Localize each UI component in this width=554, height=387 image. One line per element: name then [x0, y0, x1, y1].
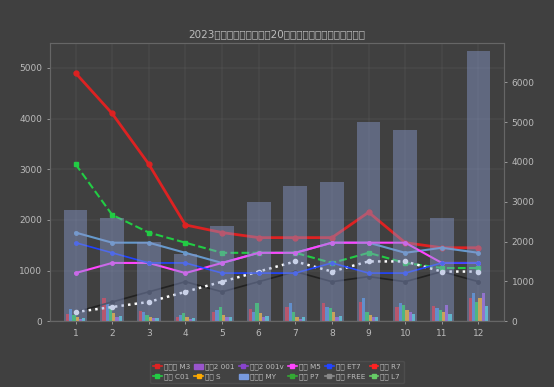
Bar [210, 226, 234, 321]
Bar [285, 307, 289, 321]
Bar [320, 182, 344, 321]
Bar [139, 311, 142, 321]
Bar [179, 315, 182, 321]
Bar [262, 317, 265, 321]
Bar [357, 122, 381, 321]
Bar [475, 302, 479, 321]
Bar [442, 312, 445, 321]
Bar [225, 317, 229, 321]
Bar [82, 318, 85, 321]
Bar [479, 298, 482, 321]
Bar [358, 302, 362, 321]
Bar [222, 315, 225, 321]
Bar [192, 318, 196, 321]
Bar [405, 310, 408, 321]
Bar [393, 130, 417, 321]
Bar [365, 312, 368, 321]
Bar [338, 316, 342, 321]
Bar [189, 319, 192, 321]
Bar [325, 307, 329, 321]
Bar [372, 317, 375, 321]
Bar [485, 306, 489, 321]
Bar [109, 307, 112, 321]
Bar [146, 315, 149, 321]
Bar [469, 298, 472, 321]
Bar [302, 317, 305, 321]
Bar [439, 310, 442, 321]
Bar [430, 218, 454, 321]
Bar [284, 186, 307, 321]
Bar [472, 293, 475, 321]
Bar [259, 313, 262, 321]
Bar [115, 317, 119, 321]
Bar [435, 308, 439, 321]
Bar [362, 298, 365, 321]
Bar [137, 241, 161, 321]
Bar [212, 312, 216, 321]
Bar [448, 313, 452, 321]
Bar [252, 312, 255, 321]
Bar [216, 310, 219, 321]
Bar [75, 317, 79, 321]
Bar [299, 319, 302, 321]
Bar [112, 313, 115, 321]
Bar [292, 312, 295, 321]
Bar [65, 313, 69, 321]
Bar [142, 312, 146, 321]
Bar [368, 315, 372, 321]
Bar [119, 316, 122, 321]
Bar [289, 303, 292, 321]
Bar [106, 303, 109, 321]
Bar [100, 218, 124, 321]
Bar [173, 253, 197, 321]
Bar [396, 307, 399, 321]
Bar [295, 317, 299, 321]
Bar [322, 303, 325, 321]
Bar [149, 317, 152, 321]
Bar [482, 293, 485, 321]
Bar [79, 319, 82, 321]
Bar [155, 318, 158, 321]
Bar [402, 305, 405, 321]
Bar [249, 308, 252, 321]
Bar [335, 317, 338, 321]
Bar [466, 51, 490, 321]
Bar [432, 306, 435, 321]
Bar [375, 317, 378, 321]
Bar [445, 305, 448, 321]
Bar [182, 313, 186, 321]
Bar [186, 317, 189, 321]
Bar [72, 315, 75, 321]
Bar [176, 317, 179, 321]
Bar [255, 303, 259, 321]
Bar [247, 202, 270, 321]
Bar [412, 313, 415, 321]
Legend: 特斯拉 M3, 零跳 C01, 极氥2 001, 哪吵 S, 极氥2 001v, 特斯拉 MY, 问界 M5, 小鵯 P7, 蔭来 ET7, 岚图 FREE, : 特斯拉 M3, 零跳 C01, 极氥2 001, 哪吵 S, 极氥2 001v,… [150, 361, 404, 384]
Bar [408, 312, 412, 321]
Bar [399, 303, 402, 321]
Bar [229, 317, 232, 321]
Bar [332, 312, 335, 321]
Bar [329, 308, 332, 321]
Title: 2023年新能源车市展望：20万级市场，特斯拉仍是守门员: 2023年新能源车市展望：20万级市场，特斯拉仍是守门员 [188, 29, 366, 39]
Bar [265, 316, 269, 321]
Bar [219, 307, 222, 321]
Bar [102, 298, 106, 321]
Bar [69, 308, 72, 321]
Bar [64, 210, 88, 321]
Bar [152, 318, 155, 321]
